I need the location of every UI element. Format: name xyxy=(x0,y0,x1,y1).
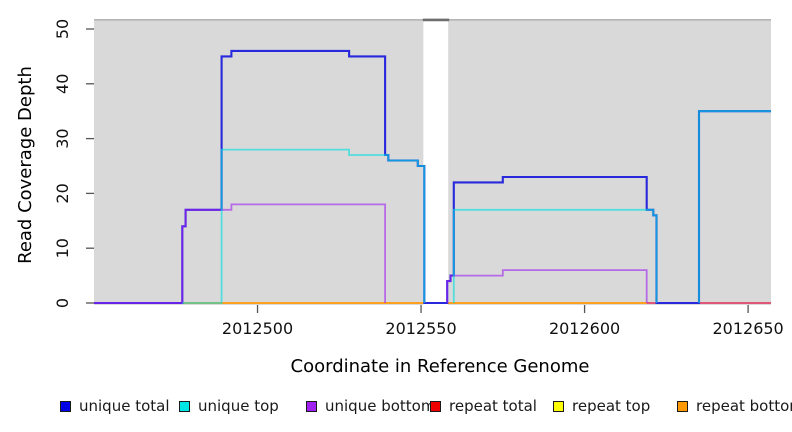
x-tick-label: 2012650 xyxy=(712,319,783,338)
legend-swatch-icon xyxy=(553,400,564,412)
legend-item-unique-total: unique total xyxy=(60,397,170,415)
legend-label: repeat top xyxy=(572,397,651,415)
y-axis-title: Read Coverage Depth xyxy=(15,66,36,264)
y-tick-label: 0 xyxy=(53,298,72,308)
legend-swatch-icon xyxy=(306,400,317,412)
legend-item-repeat-bottom: repeat bottom xyxy=(677,397,792,415)
y-tick-label: 20 xyxy=(53,183,72,203)
y-tick-label: 10 xyxy=(53,238,72,258)
series-line-unique-top xyxy=(698,110,771,303)
legend-label: repeat bottom xyxy=(696,397,792,415)
legend-item-unique-bottom: unique bottom xyxy=(306,397,435,415)
legend-label: repeat total xyxy=(449,397,537,415)
x-tick-label: 2012550 xyxy=(385,319,456,338)
y-tick-label: 30 xyxy=(53,128,72,148)
legend-label: unique total xyxy=(79,397,170,415)
series-line-unique-bottom xyxy=(94,203,386,304)
legend-swatch-icon xyxy=(179,400,190,412)
legend-item-repeat-total: repeat total xyxy=(430,397,537,415)
y-tick-label: 40 xyxy=(53,74,72,94)
series-line-unique-top xyxy=(182,148,426,304)
y-tick-label: 50 xyxy=(53,19,72,39)
x-tick-label: 2012500 xyxy=(222,319,293,338)
x-axis-title: Coordinate in Reference Genome xyxy=(290,356,590,377)
legend-swatch-icon xyxy=(430,400,441,412)
legend-item-unique-top: unique top xyxy=(179,397,279,415)
legend-label: unique bottom xyxy=(325,397,436,415)
series-line-unique-top xyxy=(452,208,658,303)
legend-swatch-icon xyxy=(677,400,688,412)
legend-label: unique top xyxy=(198,397,279,415)
series-line-unique-bottom xyxy=(446,269,648,303)
x-tick-label: 2012600 xyxy=(549,319,620,338)
legend-item-repeat-top: repeat top xyxy=(553,397,650,415)
legend: unique total unique top unique bottom repea… xyxy=(0,397,792,419)
masked-region xyxy=(423,19,449,305)
legend-swatch-icon xyxy=(60,400,71,412)
